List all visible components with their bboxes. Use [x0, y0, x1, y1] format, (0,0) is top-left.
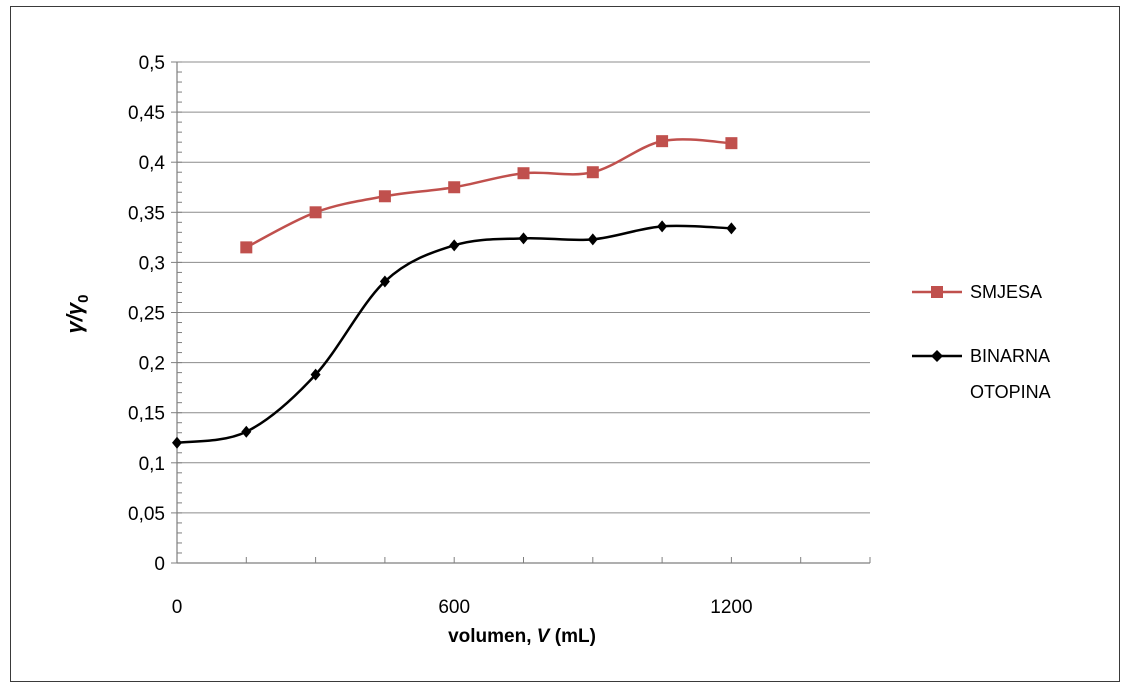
y-tick-label: 0,05: [128, 504, 165, 525]
legend-item-binarna-otopina: BINARNA OTOPINA: [912, 346, 1054, 402]
gridlines: [177, 61, 870, 514]
data-point-binarna-otopina: [518, 232, 529, 245]
data-point-smjesa: [656, 135, 669, 148]
y-tick-label: 0,15: [128, 404, 165, 425]
data-point-binarna-otopina: [310, 368, 321, 381]
y-tick-label: 0,35: [128, 203, 165, 224]
data-point-binarna-otopina: [587, 233, 598, 246]
data-point-binarna-otopina: [241, 425, 252, 438]
data-point-binarna-otopina: [657, 220, 668, 233]
y-tick-label: 0: [154, 554, 165, 575]
y-tick-label: 0,25: [128, 304, 165, 325]
data-point-smjesa: [378, 190, 391, 203]
data-point-smjesa: [517, 167, 530, 180]
data-point-binarna-otopina: [172, 436, 182, 449]
legend-label-binarna-otopina: BINARNA OTOPINA: [970, 346, 1054, 402]
x-tick-label: 0: [172, 597, 183, 618]
data-point-smjesa: [240, 241, 253, 254]
y-tick-label: 0,5: [139, 53, 165, 74]
series-group: [172, 135, 738, 449]
legend-marker-binarna-otopina: [931, 350, 943, 362]
data-point-binarna-otopina: [379, 275, 390, 288]
data-point-binarna-otopina: [726, 222, 737, 235]
legend-marker-smjesa: [931, 286, 943, 298]
y-tick-label: 0,45: [128, 103, 165, 124]
x-axis-title: volumen, V (mL): [448, 626, 596, 647]
data-point-binarna-otopina: [449, 239, 460, 252]
series-line-smjesa: [245, 138, 732, 249]
data-point-smjesa: [448, 181, 461, 194]
y-tick-label: 0,4: [139, 153, 166, 174]
legend-label-smjesa: SMJESA: [970, 282, 1042, 302]
data-point-smjesa: [725, 137, 738, 150]
y-tick-label: 0,1: [139, 454, 165, 475]
x-tick-label: 1200: [710, 597, 752, 618]
y-axis-title: γ/γ0: [62, 295, 92, 334]
y-tick-label: 0,2: [139, 354, 165, 375]
series-line-binarna-otopina: [176, 224, 732, 444]
data-point-smjesa: [309, 206, 322, 219]
legend: SMJESA BINARNA OTOPINA: [912, 282, 1054, 402]
data-point-smjesa: [586, 166, 599, 179]
chart-area: [10, 6, 1120, 682]
axes: 0 0,05 0,1 0,15 0,2 0,25 0,3 0,35 0,4 0,45 0,5 0 600…: [128, 53, 871, 618]
legend-item-smjesa: SMJESA: [912, 282, 1042, 302]
x-tick-label: 600: [438, 597, 470, 618]
y-tick-label: 0,3: [139, 253, 165, 274]
